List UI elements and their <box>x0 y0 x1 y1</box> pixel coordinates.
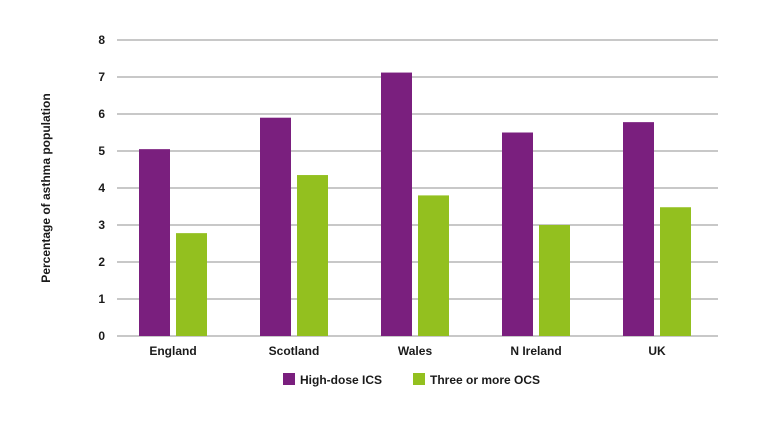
x-tick-label: Wales <box>398 344 433 358</box>
x-tick-label: Scotland <box>269 344 320 358</box>
x-tick-label: UK <box>648 344 666 358</box>
y-tick-label: 5 <box>98 144 105 158</box>
legend-swatch-high-dose-ics <box>283 373 295 385</box>
bar-three-or-more-ocs-england <box>176 233 207 336</box>
legend-label-three-or-more-ocs: Three or more OCS <box>430 373 540 387</box>
bar-high-dose-ics-uk <box>623 122 654 336</box>
y-tick-label: 7 <box>98 70 105 84</box>
y-axis-label: Percentage of asthma population <box>39 93 53 282</box>
bar-high-dose-ics-n-ireland <box>502 132 533 336</box>
legend-swatch-three-or-more-ocs <box>413 373 425 385</box>
x-tick-label: England <box>149 344 196 358</box>
bar-high-dose-ics-wales <box>381 72 412 336</box>
bar-three-or-more-ocs-wales <box>418 195 449 336</box>
bar-three-or-more-ocs-n-ireland <box>539 225 570 336</box>
legend-label-high-dose-ics: High-dose ICS <box>300 373 382 387</box>
y-tick-label: 0 <box>98 329 105 343</box>
bar-three-or-more-ocs-uk <box>660 207 691 336</box>
bar-three-or-more-ocs-scotland <box>297 175 328 336</box>
y-tick-label: 6 <box>98 107 105 121</box>
y-tick-label: 8 <box>98 33 105 47</box>
y-tick-label: 1 <box>98 292 105 306</box>
bar-high-dose-ics-england <box>139 149 170 336</box>
gridlines <box>117 39 718 337</box>
y-tick-label: 4 <box>98 181 105 195</box>
x-tick-label: N Ireland <box>510 344 561 358</box>
y-tick-label: 2 <box>98 255 105 269</box>
legend: High-dose ICS Three or more OCS <box>283 373 540 387</box>
x-tick-labels: England Scotland Wales N Ireland UK <box>149 344 666 358</box>
bar-high-dose-ics-scotland <box>260 117 291 336</box>
bars <box>139 72 691 336</box>
y-tick-label: 3 <box>98 218 105 232</box>
y-tick-labels: 0 1 2 3 4 5 6 7 8 <box>98 33 105 343</box>
